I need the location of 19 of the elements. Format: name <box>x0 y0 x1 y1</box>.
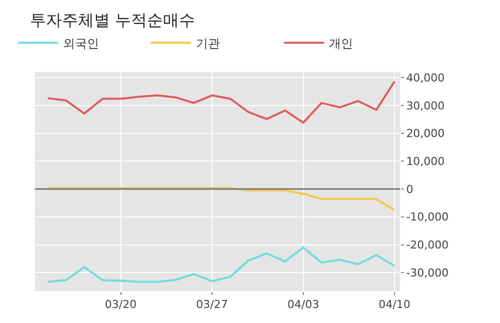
chart-title: 투자주체별 누적순매수 <box>30 10 196 30</box>
y-tick-label: 10,000 <box>406 155 445 168</box>
x-tick-label: 03/20 <box>104 298 137 312</box>
y-tick-label: 40,000 <box>406 71 445 84</box>
legend-label: 외국인 <box>63 36 100 50</box>
y-tick-label: -30,000 <box>406 266 449 280</box>
line-series <box>46 80 396 124</box>
x-tick-label: 04/10 <box>378 298 410 312</box>
y-tick-label: 30,000 <box>406 99 445 112</box>
y-tick-label: -20,000 <box>406 238 449 252</box>
legend-label: 기관 <box>196 36 220 50</box>
x-tick-label: 03/27 <box>196 298 228 312</box>
y-tick-label: 0 <box>406 182 414 196</box>
line-series <box>46 187 396 212</box>
legend-label: 개인 <box>329 36 354 50</box>
y-tick-label: 20,000 <box>406 127 445 140</box>
x-tick-label: 04/03 <box>287 298 320 312</box>
line-series <box>46 246 396 283</box>
y-tick-label: -10,000 <box>406 210 449 224</box>
